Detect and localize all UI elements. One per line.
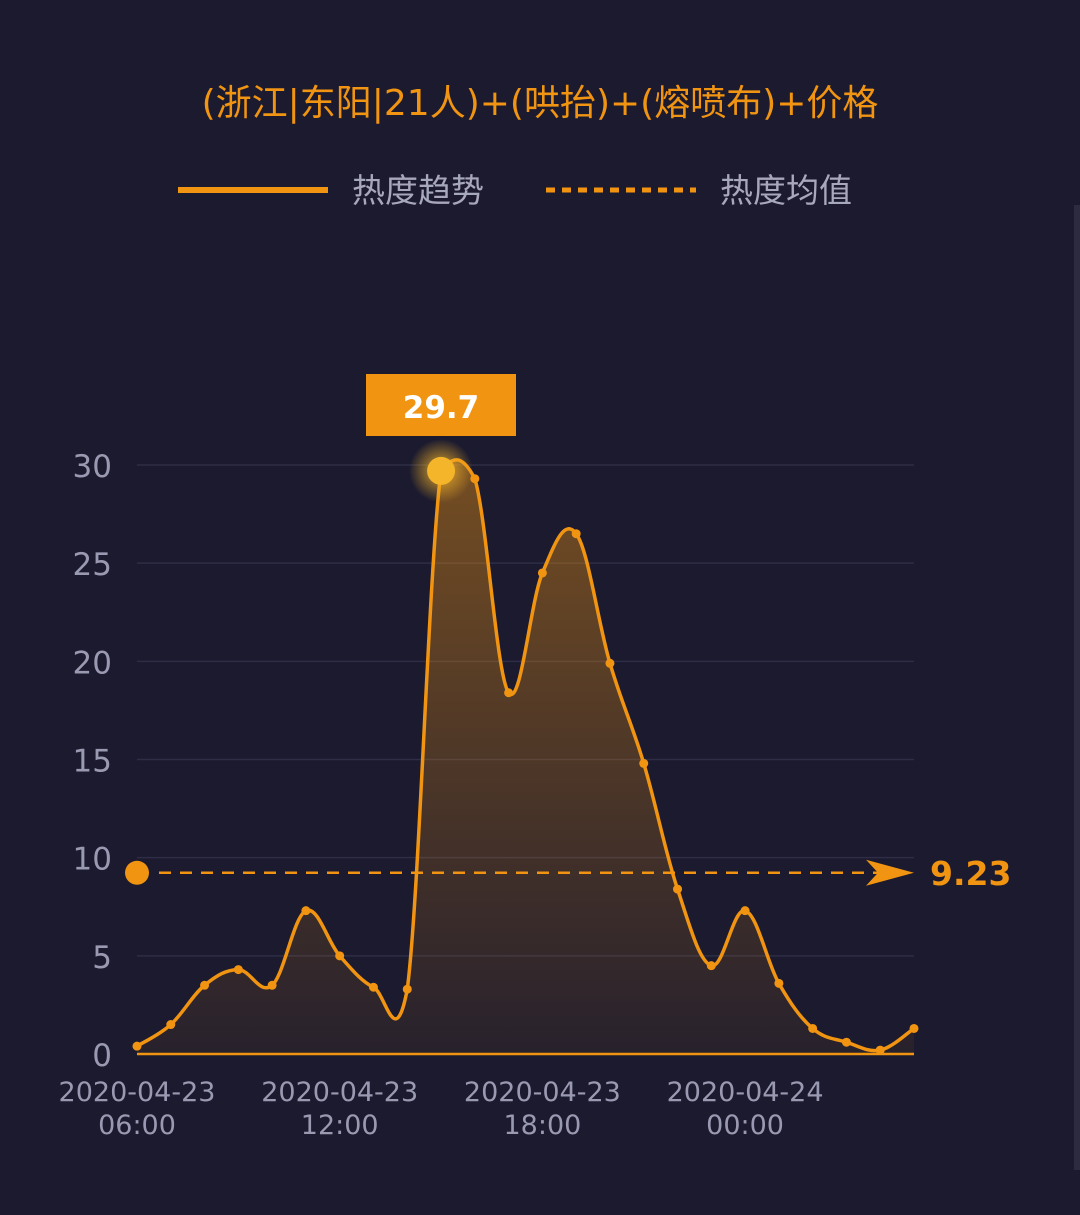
peak-value-label: 29.7 [403,390,480,426]
peak-marker-group: 29.7 [366,374,516,503]
chart-title: (浙江|东阳|21人)+(哄抬)+(熔喷布)+价格 [202,83,879,124]
x-tick-label-time: 12:00 [301,1110,379,1141]
legend-label-trend: 热度趋势 [352,171,484,210]
average-value-label: 9.23 [930,854,1011,893]
y-tick-label: 15 [73,744,112,780]
data-point [132,1041,142,1051]
x-tick-label-date: 2020-04-24 [667,1077,824,1108]
data-point [706,961,716,971]
data-point [774,978,784,988]
scrollbar-thumb[interactable] [1074,205,1080,1170]
y-tick-label: 30 [73,449,112,485]
peak-dot [427,456,456,485]
data-point [335,951,345,961]
x-axis: 2020-04-2306:002020-04-2312:002020-04-23… [59,1077,824,1141]
trend-points [132,474,919,1055]
y-tick-label: 0 [92,1038,112,1074]
legend-label-average: 热度均值 [720,171,852,210]
x-tick-label-time: 18:00 [503,1110,581,1141]
x-tick-label-time: 06:00 [98,1110,176,1141]
data-point [841,1037,851,1047]
x-tick-label-date: 2020-04-23 [464,1077,621,1108]
data-point [504,688,514,698]
data-point [808,1023,818,1033]
trend-area [137,459,914,1054]
y-axis: 0 5 10 15 20 25 30 [73,449,112,1074]
x-tick-label-time: 00:00 [706,1110,784,1141]
data-point [673,884,683,894]
y-tick-label: 5 [92,940,112,976]
average-arrow-icon [866,859,914,886]
trend-area-fill [137,459,914,1054]
data-point [267,980,277,990]
legend: 热度趋势 热度均值 [178,171,852,210]
y-tick-label: 25 [73,547,112,583]
data-point [368,982,378,992]
average-line-group: 9.23 [125,854,1011,893]
x-tick-label-date: 2020-04-23 [261,1077,418,1108]
y-tick-label: 10 [73,842,112,878]
data-point [402,984,412,994]
data-point [200,980,210,990]
y-tick-label: 20 [73,645,112,681]
data-point [537,568,547,578]
data-point [571,529,581,539]
average-start-dot [125,860,149,885]
data-point [875,1045,885,1055]
data-point [301,906,311,916]
data-point [605,658,615,668]
data-point [166,1020,176,1030]
data-point [639,758,649,768]
data-point [740,906,750,916]
data-point [909,1023,919,1033]
x-tick-label-date: 2020-04-23 [59,1077,216,1108]
data-point [470,474,480,484]
data-point [233,965,243,975]
peak-label-box [366,374,516,436]
